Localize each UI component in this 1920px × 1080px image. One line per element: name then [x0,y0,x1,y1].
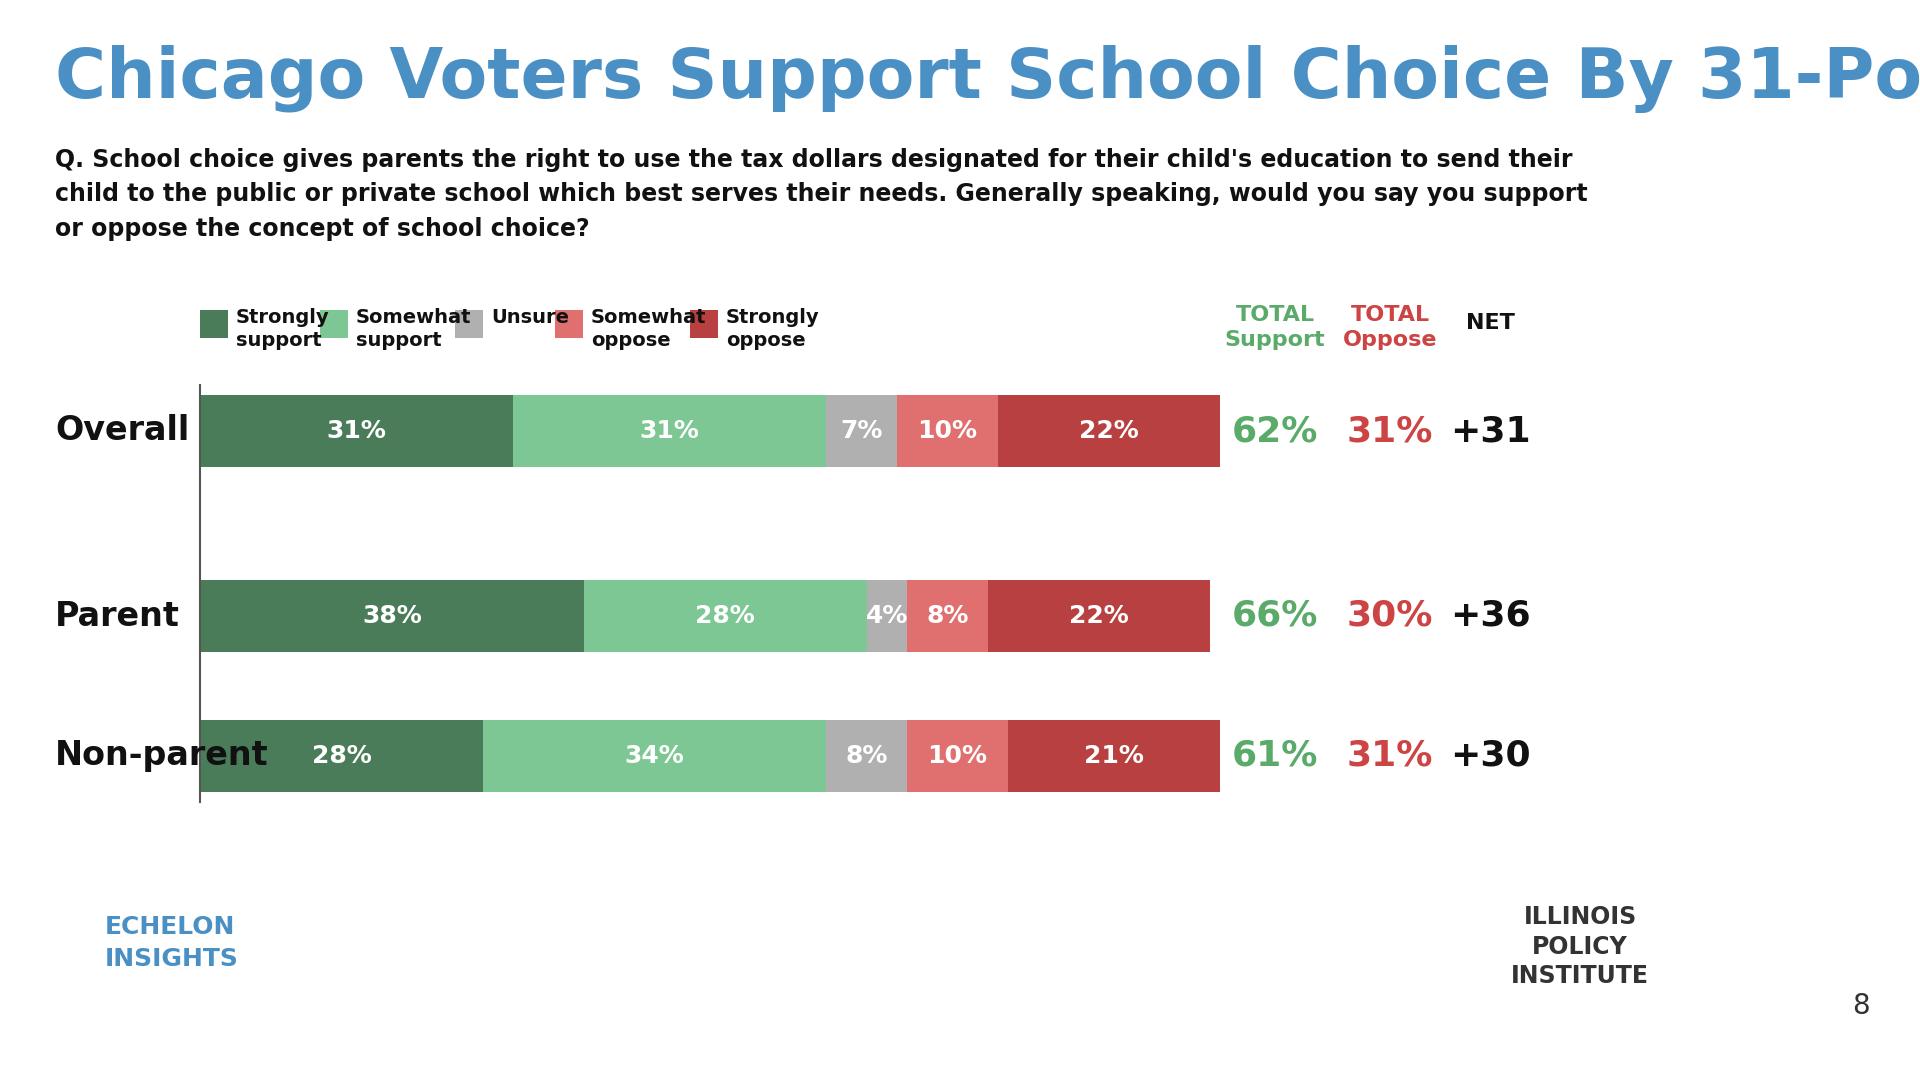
Text: 30%: 30% [1346,599,1432,633]
Text: 31%: 31% [1346,414,1432,448]
Text: TOTAL
Support: TOTAL Support [1225,305,1325,350]
Bar [200,310,228,338]
Text: Q. School choice gives parents the right to use the tax dollars designated for t: Q. School choice gives parents the right… [56,148,1588,241]
Text: +36: +36 [1450,599,1530,633]
Bar [826,395,897,467]
Bar [906,580,987,652]
Text: 4%: 4% [866,604,908,627]
Text: Overall: Overall [56,415,190,447]
Text: 31%: 31% [1346,739,1432,773]
Bar [200,580,584,652]
Text: 8: 8 [1853,993,1870,1020]
Bar [1008,720,1219,792]
Text: Strongly
oppose: Strongly oppose [726,308,820,351]
Text: Parent: Parent [56,599,180,633]
Bar [866,580,906,652]
Text: Chicago Voters Support School Choice By 31-Point Margin: Chicago Voters Support School Choice By … [56,45,1920,113]
Text: 28%: 28% [311,744,371,768]
Text: ILLINOIS
POLICY
INSTITUTE: ILLINOIS POLICY INSTITUTE [1511,905,1649,988]
Text: +30: +30 [1450,739,1530,773]
Bar [987,580,1210,652]
Text: 7%: 7% [841,419,883,443]
Bar [584,580,866,652]
Text: ECHELON
INSIGHTS: ECHELON INSIGHTS [106,915,238,971]
Bar [689,310,718,338]
Text: 28%: 28% [695,604,755,627]
Text: 61%: 61% [1233,739,1319,773]
Text: Non-parent: Non-parent [56,740,269,772]
Bar [455,310,484,338]
Text: 31%: 31% [639,419,699,443]
Text: 8%: 8% [925,604,968,627]
Bar [321,310,348,338]
Text: 66%: 66% [1233,599,1319,633]
Text: NET: NET [1465,313,1515,333]
Text: 62%: 62% [1233,414,1319,448]
Text: TOTAL
Oppose: TOTAL Oppose [1342,305,1438,350]
Bar [998,395,1219,467]
Text: Somewhat
support: Somewhat support [355,308,472,351]
Text: +31: +31 [1450,414,1530,448]
Text: 21%: 21% [1085,744,1144,768]
Bar [897,395,998,467]
Text: 10%: 10% [918,419,977,443]
Bar [200,395,513,467]
Bar [906,720,1008,792]
Text: 8%: 8% [845,744,887,768]
Bar [555,310,584,338]
Text: 38%: 38% [363,604,422,627]
Text: 22%: 22% [1069,604,1129,627]
Bar [482,720,826,792]
Text: 34%: 34% [624,744,684,768]
Text: Unsure: Unsure [492,308,568,327]
Text: Strongly
support: Strongly support [236,308,330,351]
Text: 31%: 31% [326,419,386,443]
Bar [513,395,826,467]
Text: 22%: 22% [1079,419,1139,443]
Text: 10%: 10% [927,744,987,768]
Bar [200,720,482,792]
Bar [826,720,906,792]
Text: Somewhat
oppose: Somewhat oppose [591,308,707,351]
